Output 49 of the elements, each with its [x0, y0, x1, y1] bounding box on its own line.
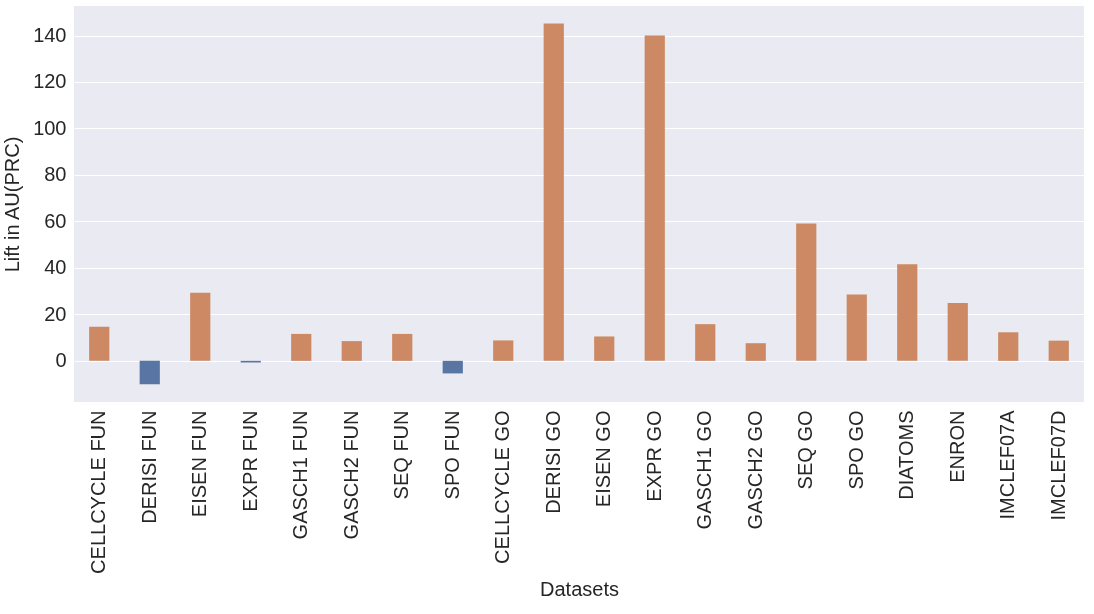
bar — [89, 326, 110, 361]
x-tick-label: SPO FUN — [440, 410, 463, 500]
bar — [745, 343, 766, 361]
x-tick-label: ENRON — [945, 410, 968, 483]
y-tick-label: 0 — [55, 349, 67, 372]
bar — [846, 294, 867, 361]
y-tick-label: 20 — [44, 302, 67, 325]
y-tick-label: 120 — [33, 70, 67, 93]
bar — [341, 341, 362, 361]
bar — [644, 35, 665, 361]
x-tick-label: GASCH1 GO — [693, 410, 716, 530]
x-tick-label: DERISI GO — [541, 410, 564, 514]
x-tick-label: EXPR FUN — [238, 410, 261, 512]
x-tick-label: GASCH2 FUN — [339, 410, 362, 540]
y-tick-label: 140 — [33, 24, 67, 47]
bar — [1048, 340, 1069, 361]
bar — [897, 264, 918, 361]
x-tick-label: DERISI FUN — [137, 410, 160, 524]
x-tick-label: GASCH1 FUN — [289, 410, 312, 540]
y-tick-label: 40 — [44, 256, 67, 279]
bar — [190, 292, 211, 361]
bar — [543, 23, 564, 361]
x-tick-label: GASCH2 GO — [743, 410, 766, 530]
bar — [998, 332, 1019, 361]
bar — [695, 324, 716, 361]
x-tick-label: DIATOMS — [895, 410, 918, 500]
x-tick-label: IMCLEF07D — [1046, 410, 1069, 521]
bar — [594, 336, 615, 361]
x-tick-label: SEQ GO — [794, 410, 817, 490]
bar — [392, 333, 413, 361]
y-axis-title: Lift in AU(PRC) — [1, 136, 24, 273]
y-tick-label: 60 — [44, 209, 67, 232]
bar — [442, 360, 463, 374]
x-tick-label: SEQ FUN — [390, 410, 413, 500]
y-tick-label: 80 — [44, 163, 67, 186]
bar — [493, 340, 514, 361]
bar — [291, 333, 312, 361]
x-tick-label: IMCLEF07A — [996, 409, 1019, 520]
x-axis-title: Datasets — [540, 577, 619, 600]
x-tick-label: EISEN GO — [592, 410, 615, 508]
x-tick-label: CELLCYCLE GO — [491, 410, 514, 564]
bar — [139, 360, 160, 385]
bar — [947, 303, 968, 361]
x-tick-label: SPO GO — [844, 410, 867, 490]
x-tick-label: EISEN FUN — [188, 410, 211, 518]
x-tick-label: EXPR GO — [642, 410, 665, 502]
y-tick-label: 100 — [33, 116, 67, 139]
x-tick-label: CELLCYCLE FUN — [87, 410, 110, 574]
bar — [796, 223, 817, 361]
